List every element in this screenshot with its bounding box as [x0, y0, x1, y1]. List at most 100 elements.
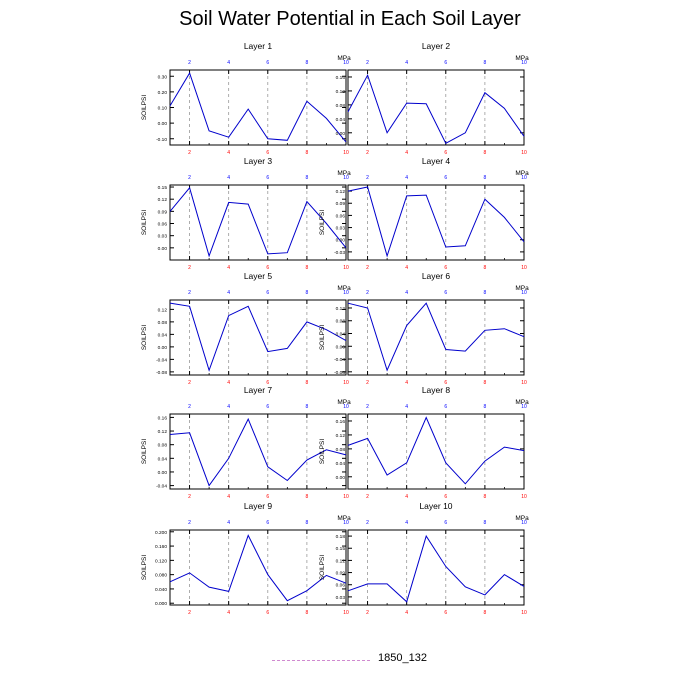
- panel-2-bottom-tick-label: 2: [366, 150, 369, 156]
- panel-4-top-tick-label: 6: [444, 175, 447, 181]
- panel-4-bottom-tick-label: 8: [483, 265, 486, 271]
- panel-7-y-tick-label: 0.00: [158, 470, 168, 476]
- panel-7-y-axis-label: SOILPSI: [141, 439, 148, 464]
- panel-7-bottom-tick-label: 8: [305, 494, 308, 500]
- panel-10-y-tick-label: 0.12: [336, 558, 346, 564]
- panel-4-top-tick-label: 2: [366, 175, 369, 181]
- panel-10-top-tick-label: 4: [405, 520, 408, 526]
- panel-4-y-tick-label: -0.03: [334, 250, 345, 256]
- panel-5-top-axis-label: MPa: [337, 285, 351, 292]
- panel-5-y-tick-label: 0.12: [158, 307, 168, 313]
- panel-3-frame: [169, 184, 347, 261]
- panel-3-top-tick-label: 6: [266, 175, 269, 181]
- panel-3-bottom-tick-label: 2: [188, 265, 191, 271]
- panel-2-top-tick-label: 2: [366, 60, 369, 66]
- panel-7-top-tick-label: 8: [305, 404, 308, 410]
- panel-3-bottom-tick-label: 6: [266, 265, 269, 271]
- panel-7-bottom-tick-label: 6: [266, 494, 269, 500]
- panel-6-bottom-tick-label: 4: [405, 380, 408, 386]
- panel-8-bottom-tick-label: 6: [444, 494, 447, 500]
- panel-10-y-tick-label: 0.06: [336, 583, 346, 589]
- panel-2-top-tick-label: 10: [521, 60, 527, 66]
- panel-4-y-tick-label: 0.03: [336, 226, 346, 232]
- panel-6-bottom-tick-label: 6: [444, 380, 447, 386]
- panel-10-y-tick-label: 0.03: [336, 595, 346, 601]
- panel-1-bottom-tick-label: 4: [227, 150, 230, 156]
- panel-9-bottom-tick-label: 10: [343, 610, 349, 616]
- panel-6-y-tick-label: -0.08: [334, 370, 345, 376]
- panel-1-top-tick-label: 8: [305, 60, 308, 66]
- panel-4-series-line: [347, 186, 525, 258]
- panel-4-top-tick-label: 4: [405, 175, 408, 181]
- panel-4-top-axis-label: MPa: [515, 170, 529, 177]
- legend-swatch: [272, 660, 370, 661]
- panel-10-top-tick-label: 2: [366, 520, 369, 526]
- legend: 1850_132: [270, 652, 470, 668]
- panel-3-y-tick-label: 0.00: [158, 246, 168, 252]
- panel-6-top-tick-label: 2: [366, 290, 369, 296]
- panel-2-series-line: [347, 73, 525, 144]
- panel-2-y-tick-label: 0.16: [336, 75, 346, 81]
- panel-8-title: Layer 8: [422, 385, 451, 395]
- panel-7-bottom-tick-label: 10: [343, 494, 349, 500]
- panel-6-top-tick-label: 10: [521, 290, 527, 296]
- panel-8-top-tick-label: 10: [521, 404, 527, 410]
- panel-1-y-tick-label: -0.10: [156, 137, 167, 143]
- panel-7-top-tick-label: 6: [266, 404, 269, 410]
- panel-8-bottom-tick-label: 2: [366, 494, 369, 500]
- panel-9-top-tick-label: 8: [305, 520, 308, 526]
- panel-1-y-tick-label: 0.00: [158, 121, 168, 127]
- panel-8-y-tick-label: 0.08: [336, 447, 346, 453]
- panel-2-bottom-tick-label: 6: [444, 150, 447, 156]
- panel-2-top-tick-label: 6: [444, 60, 447, 66]
- panel-1-top-tick-label: 10: [343, 60, 349, 66]
- panel-5-top-tick-label: 6: [266, 290, 269, 296]
- panel-9-y-tick-label: 0.000: [155, 601, 167, 607]
- legend-label: 1850_132: [378, 652, 427, 664]
- panel-4-y-tick-label: 0.00: [336, 238, 346, 244]
- panel-6-y-tick-label: 0.00: [336, 344, 346, 350]
- panel-5-top-tick-label: 8: [305, 290, 308, 296]
- panel-9-y-tick-label: 0.080: [155, 573, 167, 579]
- panel-9-bottom-tick-label: 4: [227, 610, 230, 616]
- panel-1-y-tick-label: 0.30: [158, 74, 168, 80]
- panel-6-top-tick-label: 6: [444, 290, 447, 296]
- panel-2-y-tick-label: 0.00: [336, 131, 346, 137]
- panel-1-frame: [169, 69, 347, 146]
- panel-9-top-tick-label: 6: [266, 520, 269, 526]
- panel-10-y-axis-label: SOILPSI: [319, 555, 326, 580]
- panel-1-top-tick-label: 4: [227, 60, 230, 66]
- panel-6-bottom-tick-label: 2: [366, 380, 369, 386]
- panel-10-top-tick-label: 6: [444, 520, 447, 526]
- panel-2-top-tick-label: 8: [483, 60, 486, 66]
- panel-7-y-tick-label: 0.08: [158, 443, 168, 449]
- panel-5-title: Layer 5: [244, 271, 273, 281]
- panel-5-y-tick-label: -0.08: [156, 370, 167, 376]
- panel-5-y-axis-label: SOILPSI: [141, 325, 148, 350]
- panel-5-y-tick-label: -0.04: [156, 357, 167, 363]
- panel-10-y-tick-label: 0.18: [336, 534, 346, 540]
- panel-4-bottom-tick-label: 4: [405, 265, 408, 271]
- panel-9-top-tick-label: 10: [343, 520, 349, 526]
- panel-8-top-axis-label: MPa: [515, 399, 529, 406]
- panel-3-bottom-tick-label: 4: [227, 265, 230, 271]
- panel-10-bottom-tick-label: 8: [483, 610, 486, 616]
- panel-9-top-axis-label: MPa: [337, 515, 351, 522]
- panel-5-bottom-tick-label: 10: [343, 380, 349, 386]
- panel-3-top-tick-label: 10: [343, 175, 349, 181]
- panel-9-y-tick-label: 0.200: [155, 530, 167, 536]
- panel-1-top-axis-label: MPa: [337, 55, 351, 62]
- panel-2-y-tick-label: 0.12: [336, 89, 346, 95]
- panel-6-frame: [347, 299, 525, 376]
- panel-7-top-tick-label: 4: [227, 404, 230, 410]
- panel-3-title: Layer 3: [244, 156, 273, 166]
- panel-2-top-tick-label: 4: [405, 60, 408, 66]
- panel-3-top-tick-label: 8: [305, 175, 308, 181]
- panel-8-top-tick-label: 6: [444, 404, 447, 410]
- panel-6-top-tick-label: 4: [405, 290, 408, 296]
- panel-10-bottom-tick-label: 2: [366, 610, 369, 616]
- panel-4-y-tick-label: 0.06: [336, 213, 346, 219]
- panel-10-bottom-tick-label: 10: [521, 610, 527, 616]
- panel-10-series-line: [347, 534, 525, 603]
